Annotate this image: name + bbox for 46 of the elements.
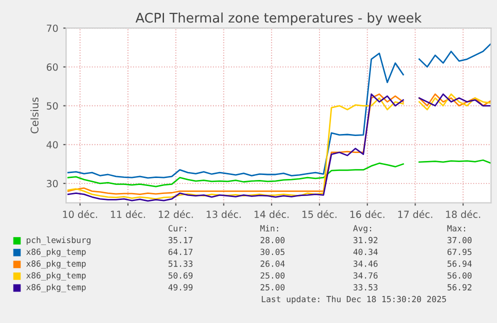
text: 25.00	[260, 284, 285, 290]
text: 67.95	[448, 248, 472, 256]
text: Last update: Thu Dec 18 15:30:20 2025	[262, 296, 446, 304]
legend-label: x86_pkg_temp	[26, 272, 86, 280]
x-tick-label: 11 déc.	[110, 210, 145, 218]
text: 34.76	[354, 272, 378, 279]
text: 50.69	[168, 272, 193, 279]
text: 51.33	[168, 260, 192, 267]
chart-title: ACPI Thermal zone temperatures - by week	[136, 12, 422, 26]
text: 56.94	[448, 260, 472, 267]
legend-label: x86_pkg_temp	[26, 248, 86, 257]
text: 28.00	[260, 236, 285, 244]
text: 64.17	[168, 248, 192, 256]
y-tick-label: 70	[46, 24, 58, 32]
x-tick-label: 16 déc.	[350, 210, 384, 218]
text: Min:	[260, 224, 278, 232]
x-tick-label: 10 déc.	[63, 210, 98, 218]
text: Cur:	[168, 225, 186, 232]
text: 35.17	[168, 236, 192, 244]
text: 31.92	[354, 236, 378, 244]
text: 33.53	[354, 284, 378, 290]
text: 26.04	[260, 260, 285, 267]
text: Avg:	[353, 225, 372, 234]
y-tick-label: 30	[46, 180, 58, 188]
x-tick-label: 14 déc.	[254, 210, 289, 218]
x-tick-label: 15 déc.	[302, 210, 336, 218]
text: 30.05	[260, 248, 284, 256]
legend-label: x86_pkg_temp	[26, 284, 86, 292]
x-tick-label: 18 déc.	[446, 210, 480, 218]
x-tick-label: 17 déc.	[398, 210, 432, 218]
x-tick-label: 12 déc.	[158, 210, 193, 218]
text: 37.00	[448, 236, 472, 244]
text: 56.00	[448, 272, 472, 279]
y-tick-label: 40	[46, 141, 58, 148]
text: 25.00	[260, 272, 285, 279]
text: 56.92	[448, 284, 472, 290]
y-tick-label: 50	[46, 102, 58, 110]
legend-label: x86_pkg_temp	[26, 260, 86, 269]
x-tick-label: 13 déc.	[206, 210, 241, 218]
text: 34.46	[354, 260, 378, 267]
text: 49.99	[168, 284, 193, 290]
text: Max:	[447, 225, 466, 232]
legend-label: pch_lewisburg	[26, 236, 90, 245]
text: 40.34	[353, 248, 378, 256]
y-axis-title: Celsius	[30, 98, 39, 134]
y-tick-label: 60	[46, 63, 58, 71]
